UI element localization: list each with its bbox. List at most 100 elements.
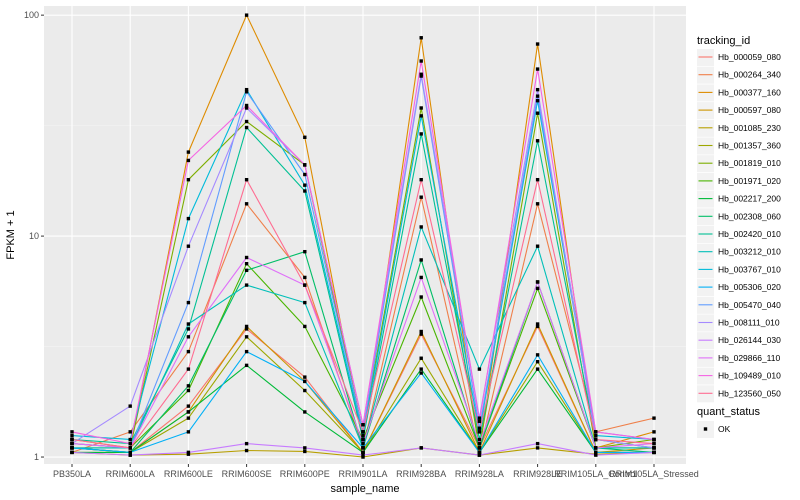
data-point bbox=[361, 423, 365, 427]
data-point bbox=[652, 441, 656, 446]
y-tick-label: 100 bbox=[24, 10, 39, 20]
legend-label: Hb_000059_080 bbox=[718, 52, 781, 62]
data-point bbox=[535, 111, 540, 115]
data-point bbox=[361, 446, 365, 450]
legend-label: Hb_002217_200 bbox=[718, 194, 781, 204]
data-point bbox=[419, 332, 423, 336]
data-point bbox=[419, 106, 423, 110]
data-point bbox=[419, 371, 423, 375]
data-point bbox=[535, 244, 540, 248]
x-tick-label: RRIM600LE bbox=[164, 469, 213, 479]
data-point bbox=[535, 98, 540, 103]
data-point bbox=[186, 300, 191, 305]
data-point bbox=[535, 441, 540, 446]
y-tick-label: 10 bbox=[29, 231, 39, 241]
data-point bbox=[303, 375, 307, 379]
data-point bbox=[419, 295, 423, 299]
data-point bbox=[186, 244, 191, 248]
data-point bbox=[652, 450, 656, 455]
color-legend: tracking_id Hb_000059_080 Hb_000264_340 Hb… bbox=[697, 35, 781, 403]
data-point bbox=[186, 367, 191, 371]
data-point bbox=[128, 441, 132, 446]
data-point bbox=[128, 446, 132, 450]
data-point bbox=[70, 441, 74, 446]
data-point bbox=[594, 450, 598, 455]
data-point bbox=[419, 225, 423, 229]
legend-label: Hb_002420_010 bbox=[718, 229, 781, 239]
x-axis-title: sample_name bbox=[330, 483, 399, 495]
data-point bbox=[477, 446, 482, 450]
data-point bbox=[303, 449, 307, 454]
data-point bbox=[303, 249, 307, 254]
data-point bbox=[361, 430, 365, 434]
data-point bbox=[535, 87, 540, 92]
data-point bbox=[244, 327, 249, 331]
legend-label: Hb_005306_020 bbox=[718, 282, 781, 292]
legend-label: Hb_000377_160 bbox=[718, 87, 781, 97]
data-point bbox=[303, 189, 307, 193]
series-points bbox=[70, 13, 656, 459]
data-point bbox=[419, 258, 423, 262]
y-tick-label: 1 bbox=[34, 452, 39, 462]
data-point bbox=[361, 450, 365, 455]
x-tick-label: RRIM600LA bbox=[106, 469, 155, 479]
plot-panel bbox=[44, 6, 686, 464]
data-point bbox=[186, 416, 191, 420]
data-point bbox=[535, 67, 540, 71]
data-point bbox=[244, 335, 249, 339]
data-point bbox=[128, 430, 132, 434]
shape-legend-marker bbox=[703, 427, 708, 431]
x-tick-label: RRIM105LA_Control bbox=[554, 469, 637, 479]
data-point bbox=[477, 437, 482, 442]
data-point bbox=[244, 268, 249, 273]
data-point bbox=[128, 404, 132, 408]
data-point bbox=[535, 446, 540, 450]
data-point bbox=[244, 448, 249, 453]
data-point bbox=[244, 324, 249, 329]
data-point bbox=[419, 177, 423, 182]
data-point bbox=[652, 446, 656, 450]
legend-label: Hb_003212_010 bbox=[718, 247, 781, 257]
data-point bbox=[244, 103, 249, 108]
data-point bbox=[244, 283, 249, 287]
legend-label: Hb_000597_080 bbox=[718, 105, 781, 115]
data-point bbox=[361, 433, 365, 438]
data-point bbox=[303, 379, 307, 384]
data-point bbox=[244, 106, 249, 110]
data-point bbox=[303, 183, 307, 187]
data-point bbox=[535, 177, 540, 182]
data-point bbox=[652, 416, 656, 420]
legend-label: Hb_001357_360 bbox=[718, 141, 781, 151]
data-point bbox=[477, 430, 482, 434]
data-point bbox=[128, 450, 132, 455]
data-point bbox=[70, 430, 74, 434]
data-point bbox=[70, 446, 74, 450]
data-point bbox=[535, 367, 540, 371]
legend-label: Hb_002308_060 bbox=[718, 211, 781, 221]
data-point bbox=[361, 455, 365, 459]
data-point bbox=[70, 433, 74, 438]
data-point bbox=[652, 430, 656, 434]
data-point bbox=[303, 135, 307, 139]
data-point bbox=[186, 216, 191, 221]
data-point bbox=[419, 132, 423, 136]
data-point bbox=[652, 437, 656, 442]
data-point bbox=[535, 322, 540, 326]
data-point bbox=[244, 125, 249, 130]
data-point bbox=[303, 324, 307, 329]
data-point bbox=[244, 202, 249, 206]
data-point bbox=[303, 283, 307, 287]
data-point bbox=[128, 437, 132, 442]
data-point bbox=[594, 433, 598, 438]
legend-label: Hb_003767_010 bbox=[718, 264, 781, 274]
data-point bbox=[594, 437, 598, 442]
data-point bbox=[186, 327, 191, 331]
x-tick-label: RRIM928LE bbox=[513, 469, 562, 479]
data-point bbox=[303, 388, 307, 393]
data-point bbox=[186, 384, 191, 388]
data-point bbox=[477, 450, 482, 455]
data-point bbox=[419, 72, 423, 76]
legend-label: Hb_000264_340 bbox=[718, 70, 781, 80]
data-point bbox=[303, 275, 307, 280]
